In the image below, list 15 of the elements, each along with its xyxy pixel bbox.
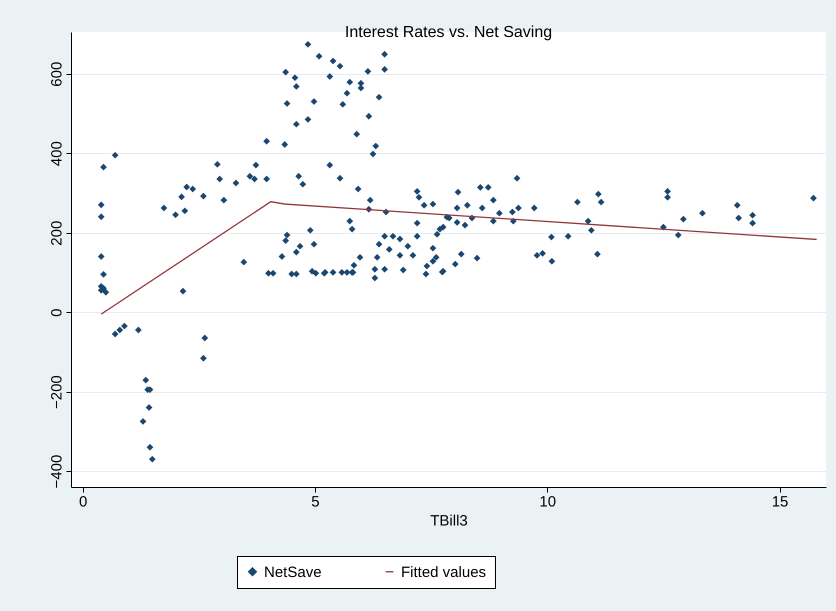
line-series — [100, 201, 818, 315]
y-tick-label: 400 — [48, 141, 66, 166]
x-axis-title: TBill3 — [430, 512, 468, 530]
x-tick-label: 15 — [772, 494, 788, 510]
y-tick-label: −400 — [48, 454, 66, 489]
x-tick-label: 10 — [539, 494, 556, 510]
legend-label: NetSave — [264, 564, 322, 581]
legend-label: Fitted values — [401, 564, 486, 581]
y-tick-label: −200 — [48, 375, 66, 410]
x-tick-label: 0 — [78, 494, 88, 510]
y-tick-label: 200 — [48, 220, 66, 246]
y-tick-label: 600 — [48, 62, 66, 87]
chart-title: Interest Rates vs. Net Saving — [344, 24, 552, 41]
y-tick-label: 0 — [48, 308, 66, 317]
x-tick-label: 5 — [311, 494, 320, 510]
